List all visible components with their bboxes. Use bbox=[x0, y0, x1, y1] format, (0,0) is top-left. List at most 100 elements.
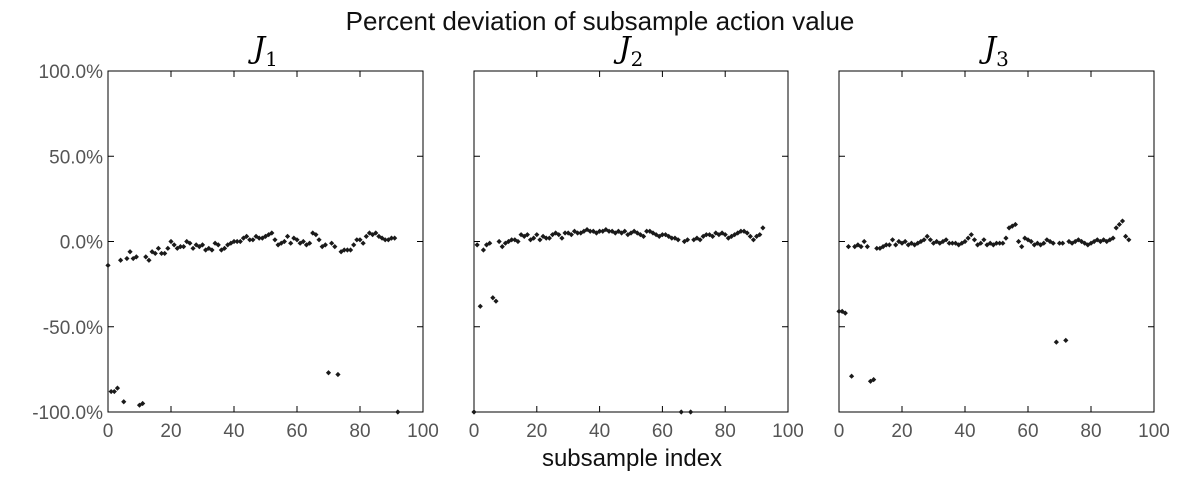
x-tick-label: 60 bbox=[1017, 421, 1038, 442]
data-point bbox=[471, 409, 477, 415]
data-point bbox=[606, 228, 612, 234]
data-point bbox=[357, 237, 363, 243]
data-point bbox=[165, 245, 171, 251]
data-point bbox=[559, 235, 565, 241]
data-point bbox=[691, 237, 697, 243]
data-point bbox=[297, 240, 303, 246]
data-point bbox=[675, 237, 681, 243]
data-point bbox=[322, 242, 328, 248]
data-point bbox=[259, 235, 265, 241]
data-point bbox=[534, 232, 540, 238]
data-point bbox=[490, 295, 496, 301]
panel-title: J2 bbox=[613, 31, 644, 71]
data-point bbox=[509, 237, 515, 243]
x-tick-label: 80 bbox=[1080, 421, 1101, 442]
data-point bbox=[253, 233, 259, 239]
data-point bbox=[114, 385, 121, 391]
data-point bbox=[669, 235, 675, 241]
data-point bbox=[688, 409, 694, 415]
y-tick-label: 0.0% bbox=[60, 233, 103, 254]
data-point bbox=[750, 237, 757, 243]
data-point bbox=[728, 233, 735, 239]
panel-title-subscript: 3 bbox=[996, 47, 1009, 71]
data-point bbox=[199, 242, 206, 248]
data-point bbox=[981, 237, 987, 243]
data-point bbox=[493, 298, 499, 304]
data-point bbox=[886, 242, 892, 248]
data-point bbox=[946, 240, 952, 246]
data-point bbox=[575, 230, 581, 236]
data-point bbox=[294, 237, 300, 243]
data-point bbox=[1126, 237, 1132, 243]
data-point bbox=[644, 228, 650, 234]
y-tick-label: -50.0% bbox=[43, 318, 103, 339]
data-point bbox=[678, 409, 684, 415]
data-point bbox=[275, 242, 281, 248]
data-point bbox=[543, 235, 549, 241]
y-tick-label: -100.0% bbox=[32, 403, 103, 424]
data-point bbox=[177, 244, 184, 250]
data-point bbox=[893, 242, 899, 248]
data-point bbox=[162, 250, 168, 257]
data-point bbox=[244, 233, 250, 239]
data-point bbox=[757, 232, 763, 238]
x-tick-label: 40 bbox=[954, 421, 975, 442]
data-point bbox=[858, 244, 864, 250]
data-point bbox=[666, 233, 672, 239]
data-point bbox=[1019, 244, 1025, 250]
panel-title-symbol: J bbox=[978, 31, 998, 66]
data-point bbox=[351, 242, 357, 248]
data-point bbox=[684, 237, 691, 243]
data-point bbox=[703, 232, 709, 238]
data-point bbox=[121, 399, 127, 405]
data-point bbox=[171, 242, 177, 248]
data-point bbox=[754, 233, 760, 239]
data-point bbox=[518, 232, 524, 238]
data-point bbox=[496, 238, 502, 245]
data-point bbox=[143, 254, 149, 260]
data-point bbox=[609, 228, 615, 234]
data-point bbox=[146, 257, 152, 263]
data-point bbox=[697, 237, 703, 243]
data-point bbox=[158, 250, 165, 257]
data-point bbox=[562, 230, 568, 236]
data-point bbox=[344, 247, 350, 253]
data-point bbox=[1003, 235, 1009, 241]
data-point bbox=[997, 240, 1003, 246]
panel-3: J3 0 20 40 60 80 100 bbox=[834, 31, 1170, 442]
data-point bbox=[984, 242, 990, 248]
data-point bbox=[556, 232, 562, 238]
data-point bbox=[1104, 238, 1110, 245]
data-point bbox=[965, 235, 971, 241]
data-point bbox=[1041, 240, 1047, 246]
data-point bbox=[266, 232, 272, 238]
data-point bbox=[379, 235, 385, 241]
data-point bbox=[612, 230, 618, 236]
data-point bbox=[250, 237, 256, 243]
data-point bbox=[256, 235, 262, 241]
data-point bbox=[1006, 225, 1012, 231]
data-point bbox=[1012, 221, 1018, 228]
data-point bbox=[896, 238, 902, 245]
data-point bbox=[571, 228, 578, 234]
data-point bbox=[332, 244, 338, 250]
x-tick-label: 40 bbox=[223, 421, 244, 442]
data-point bbox=[1123, 233, 1129, 239]
data-point bbox=[1113, 225, 1119, 231]
data-point bbox=[747, 233, 753, 239]
panel-1: J1 0 20 40 60 80 100 100.0% 50.0% 0.0% -50.0% -100.… bbox=[32, 31, 439, 442]
data-point bbox=[515, 238, 521, 245]
data-point bbox=[921, 237, 927, 243]
data-point bbox=[354, 237, 360, 243]
data-point bbox=[190, 245, 196, 251]
x-axis-label: subsample index bbox=[542, 445, 722, 472]
panel-2: J20 20 40 60 80 100 bbox=[469, 31, 804, 442]
data-point bbox=[1050, 240, 1056, 246]
x-tick-label: 20 bbox=[526, 421, 547, 442]
y-tick-label: 50.0% bbox=[49, 147, 103, 168]
data-point bbox=[531, 235, 537, 241]
data-point bbox=[316, 237, 322, 243]
data-point bbox=[385, 237, 391, 243]
data-point bbox=[392, 235, 398, 241]
data-point bbox=[949, 240, 955, 246]
